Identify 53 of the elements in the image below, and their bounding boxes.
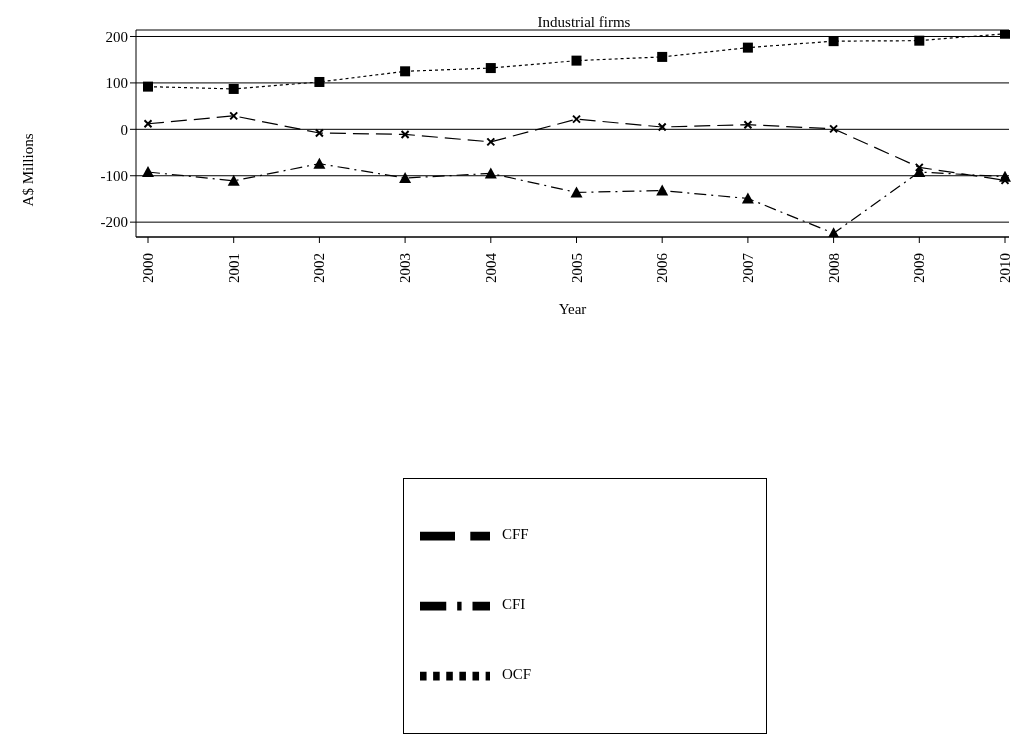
point [484, 167, 497, 179]
point [1000, 175, 1010, 185]
point [143, 119, 153, 129]
point [829, 124, 839, 134]
x-tick-label: 2000 [140, 253, 156, 283]
point [314, 76, 325, 87]
point [227, 174, 240, 186]
x-tick-label: 2010 [997, 253, 1013, 283]
x-axis-title: Year [558, 301, 587, 317]
point [828, 36, 839, 47]
chart-title: Industrial firms [536, 14, 632, 31]
point [485, 63, 496, 74]
point [914, 35, 925, 46]
legend-label: CFI [502, 596, 526, 613]
point [741, 192, 754, 204]
x-tick-label: 2007 [739, 252, 756, 283]
x-tick-label: 2003 [397, 253, 414, 283]
point [742, 42, 753, 53]
point [229, 111, 239, 121]
point [313, 157, 326, 169]
point [143, 81, 153, 92]
x-tick-label: 2009 [911, 253, 928, 283]
y-tick-label: 200 [105, 28, 128, 45]
x-tick-label: 2008 [825, 253, 842, 283]
x-tick-label: 2006 [654, 252, 671, 283]
point [570, 186, 583, 198]
point [1000, 30, 1010, 39]
point [400, 129, 410, 139]
point [572, 114, 581, 124]
point [486, 137, 496, 147]
legend-label: CFF [502, 526, 529, 543]
x-tick-label: 2002 [311, 253, 328, 283]
point [571, 55, 582, 66]
x-tick-label: 2001 [225, 253, 242, 283]
y-axis-title: A$ Millions [20, 133, 37, 207]
legend-label: OCF [502, 666, 532, 683]
point [914, 162, 924, 172]
point [400, 66, 411, 77]
y-tick-label: -200 [100, 214, 128, 231]
x-tick-label: 2005 [568, 253, 585, 283]
point [743, 120, 753, 130]
point [656, 184, 669, 196]
y-tick-label: 0 [120, 121, 128, 138]
point [314, 128, 324, 138]
point [657, 122, 667, 132]
point [228, 83, 239, 94]
y-tick-label: 100 [105, 75, 128, 92]
y-tick-label: -100 [100, 168, 128, 185]
x-tick-label: 2004 [482, 252, 499, 283]
point [827, 227, 840, 237]
point [399, 172, 412, 184]
point [142, 166, 154, 178]
point [657, 51, 668, 62]
